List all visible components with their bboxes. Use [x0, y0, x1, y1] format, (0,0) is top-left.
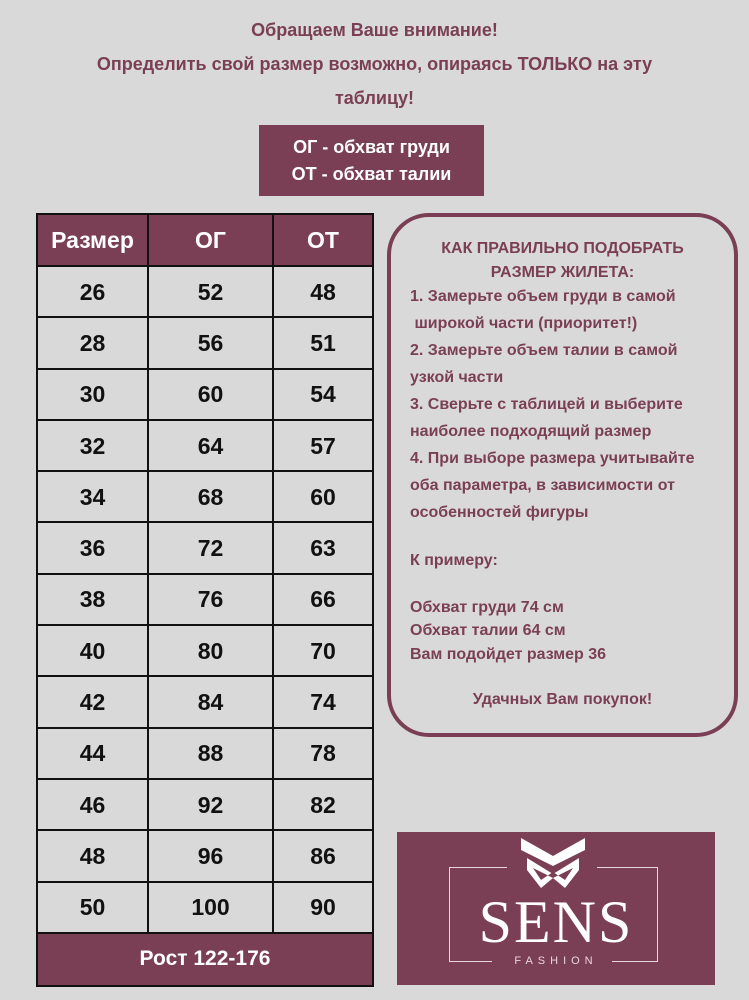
- notice-line: таблицу!: [334, 88, 415, 108]
- header-og: ОГ: [147, 213, 274, 267]
- guide-step-line: оба параметра, в зависимости от: [410, 477, 675, 494]
- cell-og: 92: [147, 777, 274, 832]
- guide-step-line: узкой части: [410, 369, 504, 386]
- abbreviation-legend: ОГ - обхват груди ОТ - обхват талии: [259, 125, 484, 196]
- guide-step-line: широкой части (приоритет!): [410, 315, 638, 332]
- table-row: 34 68 60: [36, 470, 374, 524]
- bow-tie-icon: [521, 838, 585, 888]
- cell-size: 28: [36, 316, 149, 370]
- cell-og: 60: [147, 367, 274, 421]
- cell-size: 46: [36, 777, 149, 832]
- cell-ot: 90: [272, 880, 374, 934]
- table-row: 48 96 86: [36, 829, 374, 883]
- cell-ot: 54: [272, 367, 374, 421]
- cell-og: 100: [147, 880, 274, 934]
- example-line: Обхват талии 64 см: [410, 622, 566, 639]
- guide-step-line: 2. Замерьте объем талии в самой: [410, 342, 678, 359]
- cell-size: 26: [36, 264, 149, 319]
- cell-og: 56: [147, 316, 274, 370]
- cell-size: 36: [36, 521, 149, 575]
- logo-name: SENS: [478, 889, 634, 955]
- cell-ot: 86: [272, 829, 374, 883]
- sizing-guide-box: [387, 213, 738, 737]
- height-range: Рост 122-176: [36, 931, 374, 987]
- guide-title: КАК ПРАВИЛЬНО ПОДОБРАТЬ: [441, 240, 684, 257]
- header-ot: ОТ: [272, 213, 374, 267]
- cell-ot: 74: [272, 675, 374, 729]
- notice-title: Обращаем Ваше внимание!: [251, 20, 498, 40]
- cell-size: 32: [36, 418, 149, 473]
- guide-step-line: 3. Сверьте с таблицей и выберите: [410, 396, 683, 413]
- cell-size: 30: [36, 367, 149, 421]
- cell-og: 64: [147, 418, 274, 473]
- table-row: 44 88 78: [36, 726, 374, 780]
- cell-ot: 70: [272, 624, 374, 678]
- table-row: 26 52 48: [36, 264, 374, 319]
- guide-step-line: 1. Замерьте объем груди в самой: [410, 288, 676, 305]
- example-line: Вам подойдет размер 36: [410, 646, 607, 663]
- cell-og: 80: [147, 624, 274, 678]
- header-size: Размер: [36, 213, 149, 267]
- table-row: 30 60 54: [36, 367, 374, 421]
- cell-size: 48: [36, 829, 149, 883]
- legend-og: ОГ - обхват груди: [293, 137, 450, 157]
- table-row: 46 92 82: [36, 777, 374, 832]
- table-row: 32 64 57: [36, 418, 374, 473]
- legend-ot: ОТ - обхват талии: [291, 164, 452, 184]
- cell-og: 88: [147, 726, 274, 780]
- cell-og: 84: [147, 675, 274, 729]
- example-line: Обхват груди 74 см: [410, 599, 564, 616]
- cell-og: 96: [147, 829, 274, 883]
- cell-og: 68: [147, 470, 274, 524]
- size-table: Размер ОГ ОТ 26 52 48 28 56 51 30 60 54 32 64 57 34 6…: [36, 213, 374, 987]
- logo-sub: FASHION: [514, 955, 598, 967]
- cell-size: 50: [36, 880, 149, 934]
- table-row: 38 76 66: [36, 572, 374, 627]
- table-row: 42 84 74: [36, 675, 374, 729]
- closing-text: Удачных Вам покупок!: [472, 691, 653, 708]
- cell-size: 40: [36, 624, 149, 678]
- table-row: 28 56 51: [36, 316, 374, 370]
- cell-og: 76: [147, 572, 274, 627]
- cell-ot: 63: [272, 521, 374, 575]
- cell-size: 44: [36, 726, 149, 780]
- cell-size: 34: [36, 470, 149, 524]
- cell-size: 38: [36, 572, 149, 627]
- guide-step-line: наиболее подходящий размер: [410, 423, 652, 440]
- cell-ot: 51: [272, 316, 374, 370]
- cell-og: 72: [147, 521, 274, 575]
- cell-ot: 66: [272, 572, 374, 627]
- cell-ot: 78: [272, 726, 374, 780]
- sens-fashion-logo: SENS FASHION: [397, 832, 715, 985]
- cell-ot: 60: [272, 470, 374, 524]
- cell-og: 52: [147, 264, 274, 319]
- cell-ot: 48: [272, 264, 374, 319]
- table-row: 40 80 70: [36, 624, 374, 678]
- table-row: 36 72 63: [36, 521, 374, 575]
- guide-step-line: 4. При выборе размера учитывайте: [410, 450, 695, 467]
- guide-title: РАЗМЕР ЖИЛЕТА:: [490, 264, 635, 281]
- guide-step-line: особенностей фигуры: [410, 504, 589, 521]
- example-label: К примеру:: [410, 552, 498, 569]
- cell-ot: 57: [272, 418, 374, 473]
- notice-line: Определить свой размер возможно, опираяс…: [96, 54, 653, 74]
- table-row: 50 100 90: [36, 880, 374, 934]
- cell-ot: 82: [272, 777, 374, 832]
- cell-size: 42: [36, 675, 149, 729]
